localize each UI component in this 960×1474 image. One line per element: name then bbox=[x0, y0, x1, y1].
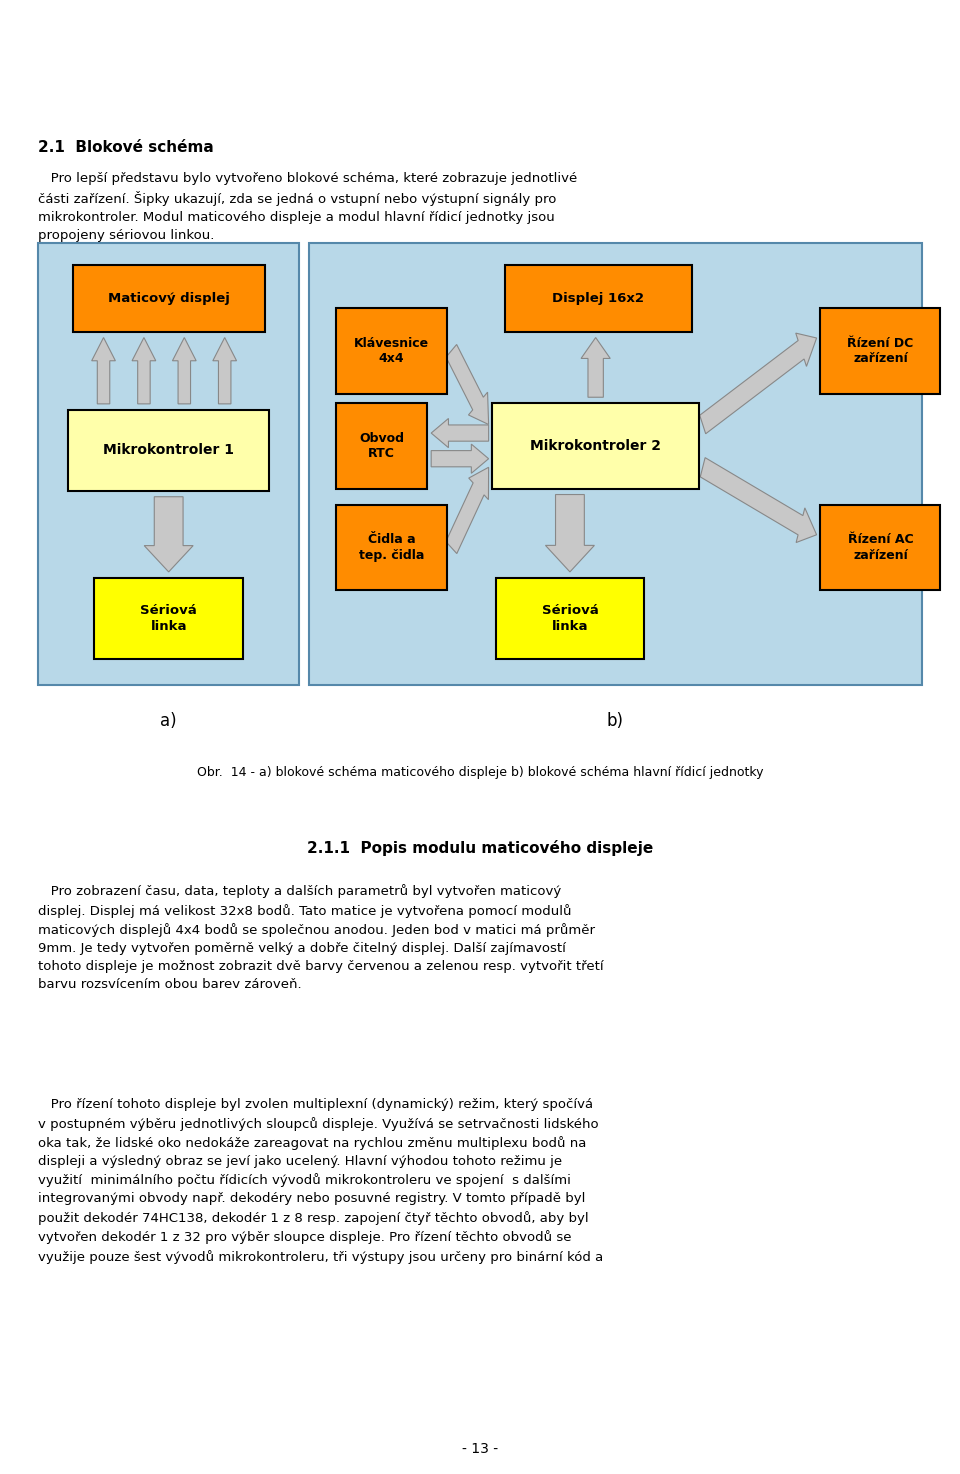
Text: Sériová
linka: Sériová linka bbox=[140, 604, 197, 632]
Text: Mikrokontroler 1: Mikrokontroler 1 bbox=[103, 444, 234, 457]
Text: Čidla a
tep. čidla: Čidla a tep. čidla bbox=[359, 534, 424, 562]
Text: - 13 -: - 13 - bbox=[462, 1443, 498, 1456]
Text: Obvod
RTC: Obvod RTC bbox=[359, 432, 404, 460]
Text: Displej 16x2: Displej 16x2 bbox=[552, 292, 644, 305]
FancyBboxPatch shape bbox=[38, 243, 299, 685]
FancyArrow shape bbox=[431, 444, 489, 473]
Text: 2.1  Blokové schéma: 2.1 Blokové schéma bbox=[38, 140, 214, 155]
FancyBboxPatch shape bbox=[821, 504, 941, 591]
Text: Pro řízení tohoto displeje byl zvolen multiplexní (dynamický) režim, který spočí: Pro řízení tohoto displeje byl zvolen mu… bbox=[38, 1098, 604, 1263]
FancyArrow shape bbox=[446, 345, 489, 425]
FancyBboxPatch shape bbox=[336, 504, 446, 591]
Text: Řízení DC
zařízení: Řízení DC zařízení bbox=[848, 336, 914, 366]
FancyBboxPatch shape bbox=[505, 265, 692, 332]
Text: Obr.  14 - a) blokové schéma maticového displeje b) blokové schéma hlavní řídicí: Obr. 14 - a) blokové schéma maticového d… bbox=[197, 766, 763, 780]
Text: Sériová
linka: Sériová linka bbox=[541, 604, 598, 632]
FancyArrow shape bbox=[700, 333, 817, 433]
Text: Pro zobrazení času, data, teploty a dalších parametrů byl vytvořen maticový
disp: Pro zobrazení času, data, teploty a dalš… bbox=[38, 884, 604, 992]
FancyArrow shape bbox=[700, 457, 817, 542]
FancyArrow shape bbox=[545, 494, 594, 572]
FancyArrow shape bbox=[132, 338, 156, 404]
FancyBboxPatch shape bbox=[94, 578, 243, 659]
FancyArrow shape bbox=[92, 338, 115, 404]
FancyBboxPatch shape bbox=[821, 308, 941, 394]
Text: 2.1.1  Popis modulu maticového displeje: 2.1.1 Popis modulu maticového displeje bbox=[307, 840, 653, 856]
FancyBboxPatch shape bbox=[495, 578, 644, 659]
Text: Maticový displej: Maticový displej bbox=[108, 292, 229, 305]
Text: b): b) bbox=[607, 712, 624, 730]
FancyArrow shape bbox=[213, 338, 236, 404]
Text: Klávesnice
4x4: Klávesnice 4x4 bbox=[354, 336, 429, 366]
FancyBboxPatch shape bbox=[336, 402, 427, 488]
Text: a): a) bbox=[160, 712, 177, 730]
Text: Pro lepší představu bylo vytvořeno blokové schéma, které zobrazuje jednotlivé
čá: Pro lepší představu bylo vytvořeno bloko… bbox=[38, 172, 578, 242]
FancyArrow shape bbox=[581, 338, 611, 397]
FancyBboxPatch shape bbox=[308, 243, 922, 685]
FancyBboxPatch shape bbox=[336, 308, 446, 394]
FancyBboxPatch shape bbox=[492, 402, 699, 488]
FancyArrow shape bbox=[431, 419, 489, 448]
Text: Mikrokontroler 2: Mikrokontroler 2 bbox=[530, 439, 661, 453]
FancyBboxPatch shape bbox=[73, 265, 265, 332]
FancyArrow shape bbox=[173, 338, 196, 404]
FancyArrow shape bbox=[445, 467, 489, 554]
Text: Řízení AC
zařízení: Řízení AC zařízení bbox=[848, 534, 913, 562]
FancyBboxPatch shape bbox=[68, 410, 270, 491]
FancyArrow shape bbox=[144, 497, 193, 572]
